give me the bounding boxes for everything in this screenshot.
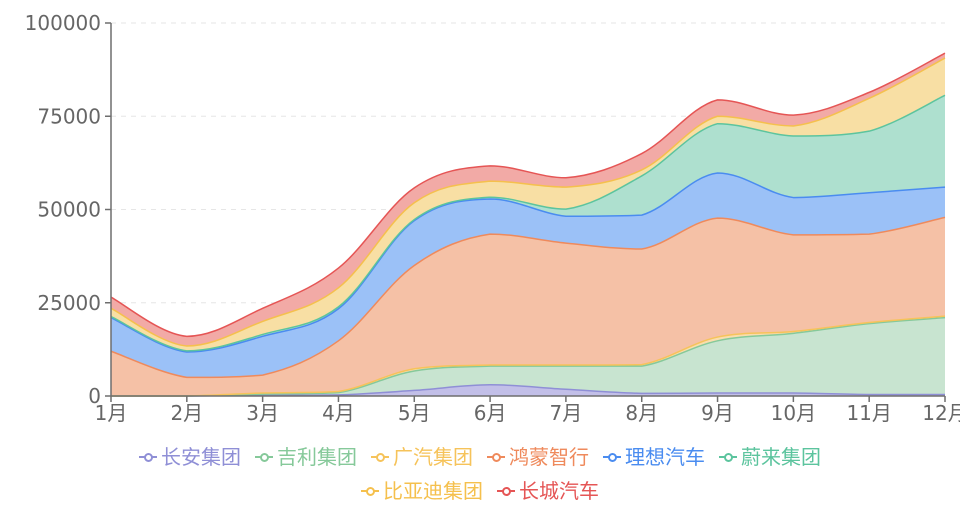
- legend-line-circle-icon: [719, 452, 737, 462]
- y-tick-label: 75000: [37, 104, 101, 128]
- legend-label: 吉利集团: [277, 445, 357, 469]
- area-5[interactable]: [111, 172, 945, 378]
- legend-line-circle-icon: [497, 486, 515, 496]
- y-tick-label: 50000: [37, 198, 101, 222]
- area-4[interactable]: [111, 217, 945, 396]
- x-tick-label: 4月: [322, 401, 355, 425]
- legend-line-circle-icon: [371, 452, 389, 462]
- y-tick-label: 0: [88, 384, 101, 408]
- legend-item[interactable]: 吉利集团: [255, 440, 357, 474]
- legend-label: 理想汽车: [625, 445, 705, 469]
- legend-item[interactable]: 长城汽车: [497, 474, 599, 508]
- legend-item[interactable]: 长安集团: [139, 440, 241, 474]
- legend-item[interactable]: 比亚迪集团: [361, 474, 483, 508]
- x-tick-label: 3月: [246, 401, 279, 425]
- chart-plot-area: 0 25000 50000 75000 100000 1月 2月 3月 4月 5月 6月 7月 8月 9月…: [25, 11, 960, 425]
- series-line-3: [110, 315, 946, 397]
- x-tick-label: 5月: [398, 401, 431, 425]
- legend-row-1: 长安集团 吉利集团 广汽集团 鸿蒙智行 理想汽车 蔚来集团: [0, 440, 960, 474]
- legend-item[interactable]: 蔚来集团: [719, 440, 821, 474]
- legend-label: 长安集团: [161, 445, 241, 469]
- legend-item[interactable]: 广汽集团: [371, 440, 473, 474]
- x-tick-label: 11月: [846, 401, 891, 425]
- y-tick-label: 100000: [25, 11, 101, 35]
- legend-label: 长城汽车: [519, 479, 599, 503]
- area-2[interactable]: [111, 317, 945, 396]
- series-line-2: [110, 316, 946, 397]
- x-tick-label: 1月: [95, 401, 128, 425]
- legend-line-circle-icon: [139, 452, 157, 462]
- legend-item[interactable]: 鸿蒙智行: [487, 440, 589, 474]
- area-series-group: [110, 52, 946, 397]
- x-tick-label: 12月: [922, 401, 960, 425]
- series-line-7: [110, 57, 946, 347]
- legend-label: 鸿蒙智行: [509, 445, 589, 469]
- legend-line-circle-icon: [361, 486, 379, 496]
- x-tick-label: 7月: [550, 401, 583, 425]
- legend-label: 蔚来集团: [741, 445, 821, 469]
- x-tick-label: 2月: [170, 401, 203, 425]
- y-tick-label: 25000: [37, 291, 101, 315]
- legend-line-circle-icon: [603, 452, 621, 462]
- x-tick-label: 10月: [771, 401, 816, 425]
- x-tick-label: 8月: [625, 401, 658, 425]
- area-3[interactable]: [111, 316, 945, 396]
- series-line-5: [110, 172, 946, 353]
- legend-line-circle-icon: [487, 452, 505, 462]
- legend-label: 广汽集团: [393, 445, 473, 469]
- series-line-8: [110, 52, 946, 338]
- legend-line-circle-icon: [255, 452, 273, 462]
- legend-label: 比亚迪集团: [383, 479, 483, 503]
- chart-legend: 长安集团 吉利集团 广汽集团 鸿蒙智行 理想汽车 蔚来集团 比亚迪集团 长城汽车: [0, 440, 960, 508]
- legend-item[interactable]: 理想汽车: [603, 440, 705, 474]
- series-line-4: [110, 216, 946, 379]
- x-tick-label: 6月: [474, 401, 507, 425]
- series-line-6: [110, 94, 946, 352]
- x-tick-label: 9月: [701, 401, 734, 425]
- legend-row-2: 比亚迪集团 长城汽车: [0, 474, 960, 508]
- area-6[interactable]: [111, 95, 945, 352]
